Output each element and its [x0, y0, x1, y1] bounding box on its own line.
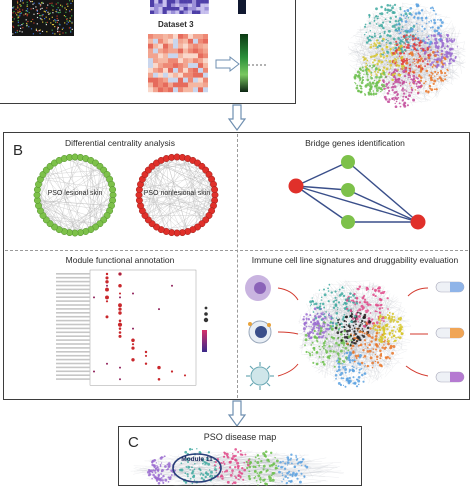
drug-capsule-1 — [436, 282, 464, 292]
arrow-a-to-b — [228, 104, 246, 132]
immune-druggability-title: Immune cell line signatures and druggabi… — [240, 255, 470, 265]
bridge-genes-diagram — [284, 154, 434, 238]
dataset-3-arrow — [214, 56, 242, 72]
module-11-label: Module 11 — [172, 456, 222, 463]
dataset-1-heatmap — [12, 0, 74, 36]
lesional-label: PSO lesional skin — [30, 190, 120, 197]
bridge-node-red-right — [411, 215, 426, 230]
bridge-node-green-3 — [341, 215, 355, 229]
immune-cell-1 — [245, 275, 271, 301]
bridge-node-green-1 — [341, 155, 355, 169]
immune-section — [238, 266, 470, 398]
disease-map-network — [122, 446, 358, 474]
bridge-node-red-left — [289, 179, 304, 194]
dataset-3-label: Dataset 3 — [158, 20, 194, 29]
nonlesional-label: PSO nonlesional skin — [132, 190, 222, 197]
annotation-dotplot — [56, 270, 226, 398]
drug-capsule-3 — [436, 372, 464, 382]
panel-b-divider-horizontal — [5, 250, 468, 251]
differential-centrality-title: Differential centrality analysis — [20, 138, 220, 148]
bridge-node-green-2 — [341, 183, 355, 197]
pso-disease-map-title: PSO disease map — [120, 432, 360, 442]
module-annotation-title: Module functional annotation — [20, 255, 220, 265]
integrated-network-top — [340, 0, 474, 112]
drug-capsule-2 — [436, 328, 464, 338]
colorbar-dashed-line — [248, 64, 268, 66]
dataset-2-heatmap — [150, 0, 208, 14]
dataset-2-colorbar — [238, 0, 246, 14]
dataset-3-heatmap — [148, 34, 208, 92]
arrow-b-to-c — [228, 400, 246, 428]
immune-cell-3 — [246, 362, 274, 390]
dataset-3-colorbar — [240, 34, 248, 92]
bridge-genes-title: Bridge genes identification — [245, 138, 465, 148]
immune-cell-2 — [248, 321, 271, 343]
